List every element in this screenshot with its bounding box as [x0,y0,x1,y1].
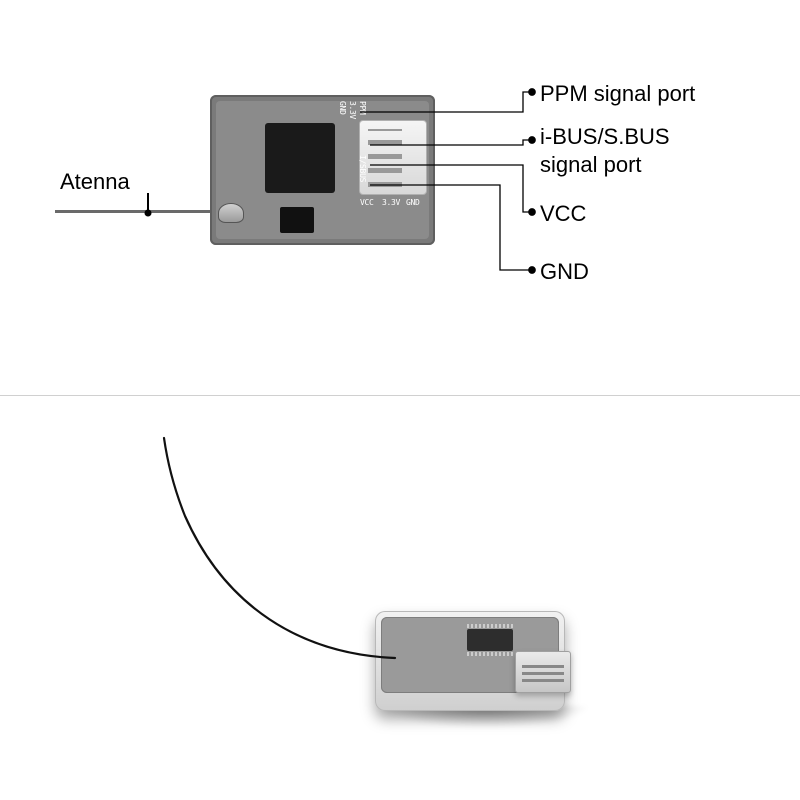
pinout-diagram-panel: GND 3.3V PPM VCC I/SBUS 3.3V GND Atenna … [0,0,800,395]
antenna-wire-photo [0,396,800,800]
antenna-pad [218,203,244,223]
pin-header-connector [359,120,427,195]
silk-gnd: GND [338,101,347,115]
label-antenna: Atenna [60,168,130,196]
label-gnd: GND [540,258,589,286]
mcu-chip [265,123,335,193]
product-photo-panel [0,396,800,800]
silk-gnd2: GND [406,198,420,207]
silk-3v3b: 3.3V [382,198,400,207]
label-ibus-line2: signal port [540,152,642,177]
pcb-board: GND 3.3V PPM VCC I/SBUS 3.3V GND [210,95,435,245]
module-connector [515,651,571,693]
receiver-module [375,611,565,711]
silk-3v3: 3.3V [348,101,357,119]
silk-vcc: VCC [360,198,374,207]
silk-isbus: I/SBUS [358,155,367,182]
label-ibus: i-BUS/S.BUS signal port [540,123,700,178]
antenna-wire [55,210,215,213]
module-chip [467,629,513,651]
label-vcc: VCC [540,200,586,228]
label-ibus-line1: i-BUS/S.BUS [540,124,670,149]
regulator-chip [280,207,314,233]
leader-antenna [147,193,149,211]
silk-ppm: PPM [358,101,367,115]
label-ppm: PPM signal port [540,80,695,108]
